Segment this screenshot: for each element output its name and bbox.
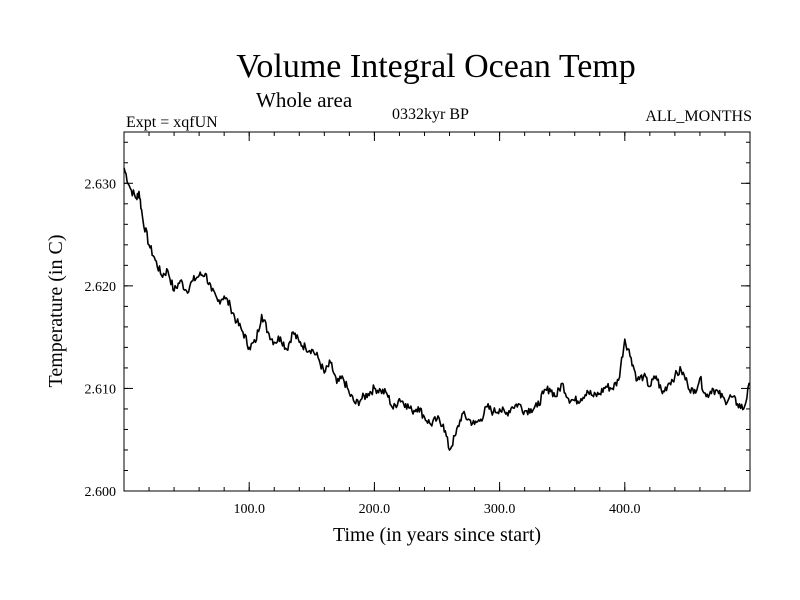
y-tick-labels: 2.600 2.610 2.620 2.630 [85,177,117,500]
series-line [123,167,751,451]
chart-title: Volume Integral Ocean Temp [236,48,636,85]
y-tick-label: 2.610 [85,382,117,397]
x-tick-label: 200.0 [359,502,391,517]
x-tick-label: 100.0 [233,502,265,517]
plot-frame [123,131,751,492]
x-tick-label: 300.0 [484,502,516,517]
period-label: 0332kyr BP [392,106,469,123]
y-axis-label: Temperature (in C) [45,235,67,388]
experiment-label: Expt = xqfUN [126,114,218,131]
months-label: ALL_MONTHS [645,108,752,125]
x-tick-label: 400.0 [609,502,641,517]
chart-subtitle: Whole area [256,88,353,112]
x-tick-labels: 100.0 200.0 300.0 400.0 [233,502,640,517]
y-tick-label: 2.620 [85,280,117,295]
y-tick-label: 2.600 [85,485,117,500]
axis-ticks [123,132,751,492]
y-tick-label: 2.630 [85,177,117,192]
x-axis-label: Time (in years since start) [333,524,541,546]
